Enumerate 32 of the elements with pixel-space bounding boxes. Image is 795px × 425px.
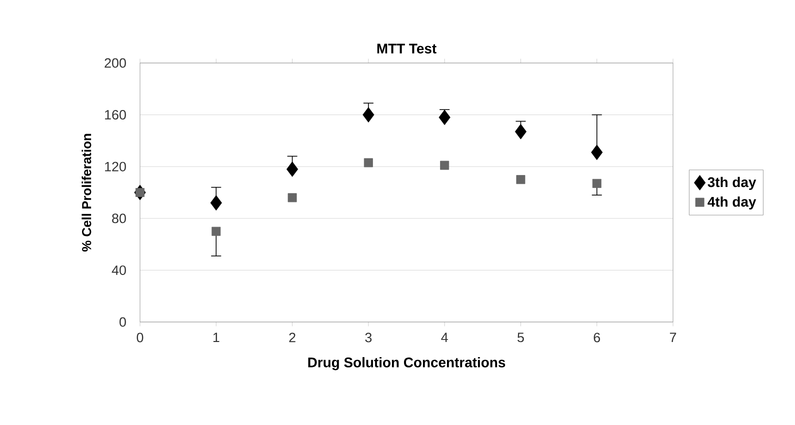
x-tick-label: 4 [441,332,448,342]
y-tick-label: 40 [112,265,126,275]
x-tick-label: 7 [670,332,676,342]
point [438,110,450,126]
y-tick-label: 80 [112,214,126,224]
point [210,195,222,211]
point [592,178,602,188]
x-tick-label: 1 [213,332,220,342]
point [286,162,298,177]
legend-label: 4th day [708,196,756,210]
point [212,226,221,236]
x-tick-label: 0 [136,332,144,342]
y-tick-label: 120 [105,162,126,172]
point [362,107,374,122]
point [364,158,373,168]
legend-label: 3th day [708,176,756,190]
x-tick-label: 2 [289,332,296,342]
point [516,175,526,184]
x-tick-label: 6 [594,332,600,342]
y-tick-label: 160 [105,110,126,120]
point [288,193,297,202]
x-axis-title: Drug Solution Concentrations [308,357,506,370]
chart-title: MTT Test [377,44,436,54]
point [440,160,450,170]
y-tick-label: 0 [120,317,126,327]
x-tick-label: 3 [365,332,372,342]
point [591,144,603,160]
y-axis-title: % Cell Proliferation [82,134,92,252]
point [514,124,527,140]
x-tick-label: 5 [518,332,524,342]
y-tick-label: 200 [104,58,126,68]
point [136,188,144,197]
